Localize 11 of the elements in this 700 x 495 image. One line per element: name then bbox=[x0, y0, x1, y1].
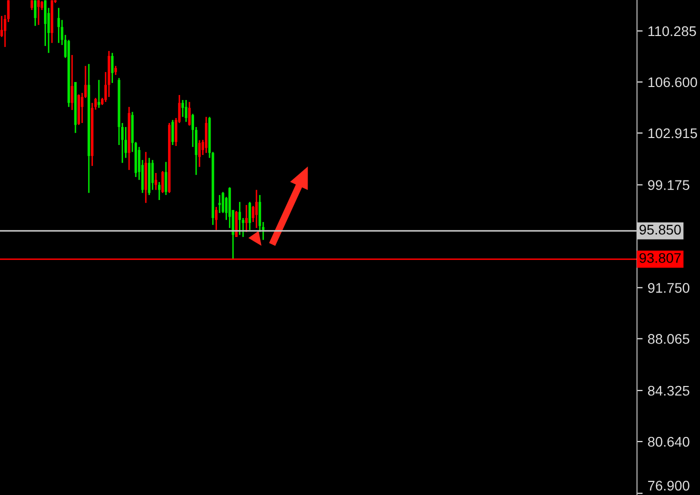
y-tick-label: 99.175 bbox=[648, 180, 690, 190]
ref-line-label: 95.850 bbox=[640, 224, 681, 235]
y-tick-label: 91.750 bbox=[648, 283, 690, 293]
y-tick-label: 80.640 bbox=[648, 436, 690, 447]
y-tick-label: 106.600 bbox=[648, 77, 698, 88]
ref-line-label: 93.807 bbox=[640, 253, 681, 263]
y-tick-label: 102.915 bbox=[648, 128, 698, 138]
y-tick-label: 84.325 bbox=[648, 386, 690, 396]
y-tick-label: 88.065 bbox=[648, 334, 690, 344]
y-tick-label: 110.285 bbox=[648, 26, 696, 36]
y-tick-label: 76.900 bbox=[648, 480, 690, 491]
